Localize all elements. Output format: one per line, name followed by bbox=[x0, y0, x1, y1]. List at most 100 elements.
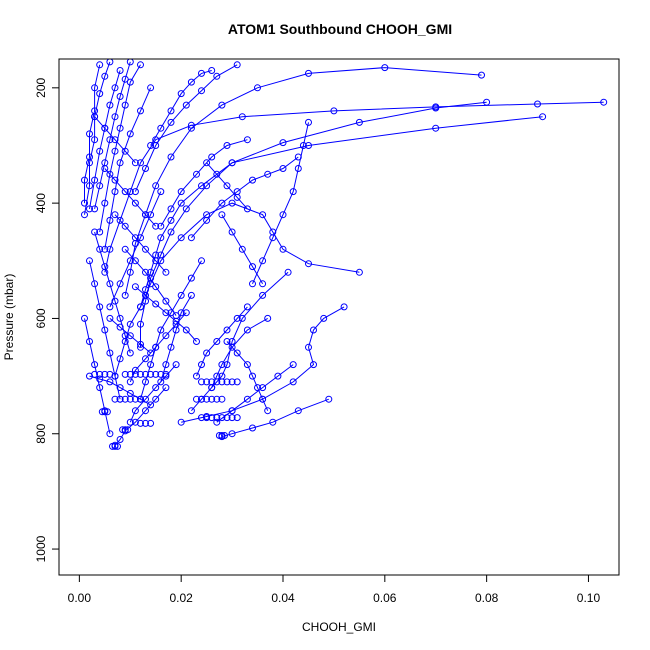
data-point bbox=[111, 442, 119, 450]
data-point bbox=[218, 361, 226, 369]
data-point bbox=[121, 370, 129, 378]
data-point bbox=[294, 407, 302, 415]
data-point bbox=[137, 61, 144, 69]
point-cluster-2 bbox=[198, 378, 241, 386]
y-axis: 200 400 600 800 1000 bbox=[34, 77, 60, 562]
point-cluster-6 bbox=[109, 442, 121, 450]
data-point bbox=[157, 370, 165, 378]
series-profile-33 bbox=[131, 283, 200, 345]
data-point bbox=[162, 332, 170, 340]
data-point bbox=[101, 408, 109, 416]
data-point bbox=[167, 205, 175, 213]
data-point bbox=[101, 199, 109, 207]
series-line bbox=[206, 162, 248, 210]
series-line bbox=[89, 260, 121, 400]
data-point bbox=[152, 257, 160, 265]
data-point bbox=[126, 78, 134, 86]
data-point bbox=[320, 314, 328, 322]
data-point bbox=[142, 211, 149, 219]
data-point bbox=[305, 69, 312, 77]
data-point bbox=[269, 234, 277, 242]
series-line bbox=[140, 260, 202, 400]
data-point bbox=[131, 199, 139, 207]
data-point bbox=[177, 309, 185, 317]
data-point bbox=[131, 159, 139, 167]
data-point bbox=[233, 414, 241, 422]
data-point bbox=[213, 418, 221, 426]
data-point bbox=[111, 188, 119, 196]
data-point bbox=[81, 199, 88, 207]
data-point bbox=[152, 395, 160, 403]
data-point bbox=[137, 320, 144, 328]
data-point bbox=[177, 90, 185, 98]
data-point bbox=[106, 370, 114, 378]
data-point bbox=[228, 378, 236, 386]
data-point bbox=[121, 332, 129, 340]
data-point bbox=[233, 61, 241, 69]
data-point bbox=[96, 90, 104, 98]
data-point bbox=[218, 414, 226, 422]
data-point bbox=[147, 142, 155, 149]
data-point bbox=[249, 372, 256, 380]
data-point bbox=[147, 349, 155, 357]
data-point bbox=[310, 361, 317, 369]
data-point bbox=[193, 338, 200, 345]
data-point bbox=[182, 101, 190, 109]
data-point bbox=[215, 432, 223, 439]
series-line bbox=[160, 139, 248, 227]
data-point bbox=[137, 395, 144, 403]
data-point bbox=[432, 124, 440, 132]
data-point bbox=[142, 419, 149, 427]
data-point bbox=[101, 72, 109, 80]
data-point bbox=[152, 142, 160, 149]
series-line bbox=[94, 116, 136, 164]
data-point bbox=[131, 370, 139, 378]
data-point bbox=[198, 257, 205, 265]
data-point bbox=[111, 395, 119, 403]
data-point bbox=[116, 280, 124, 288]
data-point bbox=[106, 280, 114, 288]
data-point bbox=[299, 142, 307, 149]
data-point bbox=[162, 361, 170, 369]
data-point bbox=[355, 268, 363, 276]
series-line bbox=[135, 286, 197, 342]
data-point bbox=[111, 176, 119, 184]
data-point bbox=[243, 205, 251, 213]
data-point bbox=[86, 182, 93, 190]
data-point bbox=[152, 370, 160, 378]
data-point bbox=[279, 245, 287, 253]
data-point bbox=[137, 159, 144, 167]
data-point bbox=[167, 228, 175, 236]
data-point bbox=[269, 418, 277, 426]
point-cluster-1 bbox=[121, 370, 170, 378]
data-point bbox=[152, 222, 160, 230]
data-point bbox=[111, 211, 119, 219]
data-point bbox=[330, 107, 338, 115]
data-point bbox=[223, 378, 231, 386]
data-point bbox=[121, 75, 129, 83]
data-point bbox=[218, 378, 226, 386]
data-point bbox=[152, 283, 160, 291]
series-line bbox=[191, 156, 299, 239]
data-point bbox=[86, 338, 93, 345]
data-point bbox=[193, 395, 200, 403]
data-point bbox=[131, 188, 139, 196]
data-point bbox=[243, 326, 251, 334]
data-point bbox=[600, 98, 608, 106]
data-point bbox=[119, 426, 127, 434]
series-line bbox=[104, 101, 604, 273]
data-point bbox=[198, 378, 205, 386]
point-cluster-5 bbox=[215, 432, 228, 439]
data-point bbox=[157, 188, 165, 196]
data-point bbox=[81, 211, 88, 219]
data-point bbox=[126, 370, 134, 378]
data-point bbox=[126, 320, 134, 328]
data-point bbox=[198, 414, 205, 422]
data-point bbox=[91, 84, 99, 92]
y-tick-label: 400 bbox=[34, 193, 48, 213]
point-cluster-8 bbox=[98, 408, 111, 416]
data-point bbox=[114, 442, 121, 450]
data-point bbox=[228, 414, 236, 422]
data-point bbox=[121, 245, 129, 253]
